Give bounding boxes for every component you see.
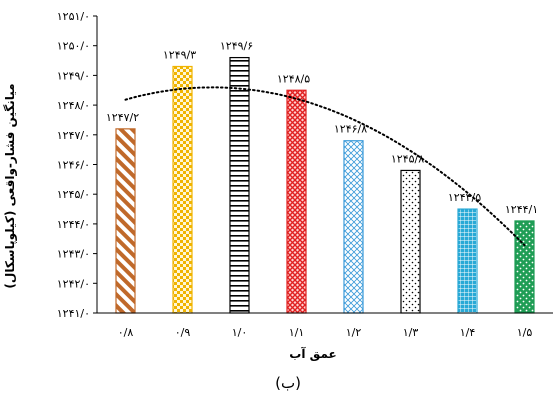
x-tick-label: ۰/۸ xyxy=(118,326,134,339)
y-tick-label: ۱۲۴۶/۰ xyxy=(57,159,90,172)
x-axis-title: عمق آب xyxy=(289,346,336,361)
data-label-7: ۱۲۴۴/۵ xyxy=(448,191,481,204)
x-tick-label: ۱/۰ xyxy=(232,326,248,339)
y-axis-title: میانگین فشار-واقعی (کیلوپاسکال) xyxy=(3,83,18,288)
x-tick-label: ۱/۴ xyxy=(460,326,476,339)
data-label-2: ۱۲۴۹/۳ xyxy=(163,48,196,61)
y-tick-label: ۱۲۴۳/۰ xyxy=(57,248,90,261)
x-axis-ticks: ۰/۸ ۰/۹ ۱/۰ ۱/۱ ۱/۲ ۱/۳ ۱/۴ ۱/۵ xyxy=(118,326,533,339)
bar-5 xyxy=(343,140,364,314)
figure-caption: (ب) xyxy=(275,374,301,392)
data-label-4: ۱۲۴۸/۵ xyxy=(277,72,310,85)
x-tick-label: ۱/۱ xyxy=(289,326,305,339)
y-tick-label: ۱۲۴۷/۰ xyxy=(57,129,90,142)
bar-6 xyxy=(400,169,421,314)
y-tick-label: ۱۲۴۱/۰ xyxy=(57,307,90,320)
y-axis-ticks: ۱۲۴۱/۰ ۱۲۴۲/۰ ۱۲۴۳/۰ ۱۲۴۴/۰ ۱۲۴۵/۰ ۱۲۴۶/۰ ۱۲۴۷… xyxy=(57,10,97,320)
data-label-6: ۱۲۴۵/۸ xyxy=(391,152,424,165)
y-tick-label: ۱۲۵۰/۰ xyxy=(57,40,90,53)
x-tick-label: ۰/۹ xyxy=(175,326,191,339)
y-tick-label: ۱۲۴۸/۰ xyxy=(57,99,90,112)
y-tick-label: ۱۲۴۵/۰ xyxy=(57,188,90,201)
data-label-5: ۱۲۴۶/۸ xyxy=(334,123,367,136)
bar-1 xyxy=(115,128,136,314)
bar-4 xyxy=(286,89,307,314)
data-labels: ۱۲۴۷/۲ ۱۲۴۹/۳ ۱۲۴۹/۶ ۱۲۴۸/۵ ۱۲۴۶/۸ ۱۲۴۵/۸ ۱۲۴۴… xyxy=(106,40,538,216)
y-tick-label: ۱۲۴۹/۰ xyxy=(57,69,90,82)
x-tick-label: ۱/۵ xyxy=(517,326,533,339)
data-label-8: ۱۲۴۴/۱ xyxy=(505,203,538,216)
data-label-1: ۱۲۴۷/۲ xyxy=(106,111,139,124)
data-label-3: ۱۲۴۹/۶ xyxy=(220,40,253,53)
bar-3 xyxy=(229,56,250,314)
x-tick-label: ۱/۲ xyxy=(346,326,362,339)
x-tick-label: ۱/۳ xyxy=(403,326,419,339)
trendline xyxy=(124,86,526,247)
y-tick-label: ۱۲۵۱/۰ xyxy=(57,10,90,23)
bar-8 xyxy=(514,220,535,314)
bars xyxy=(115,56,535,314)
bar-2 xyxy=(172,65,193,314)
y-tick-label: ۱۲۴۲/۰ xyxy=(57,277,90,290)
y-tick-label: ۱۲۴۴/۰ xyxy=(57,218,90,231)
bar-7 xyxy=(457,208,478,314)
